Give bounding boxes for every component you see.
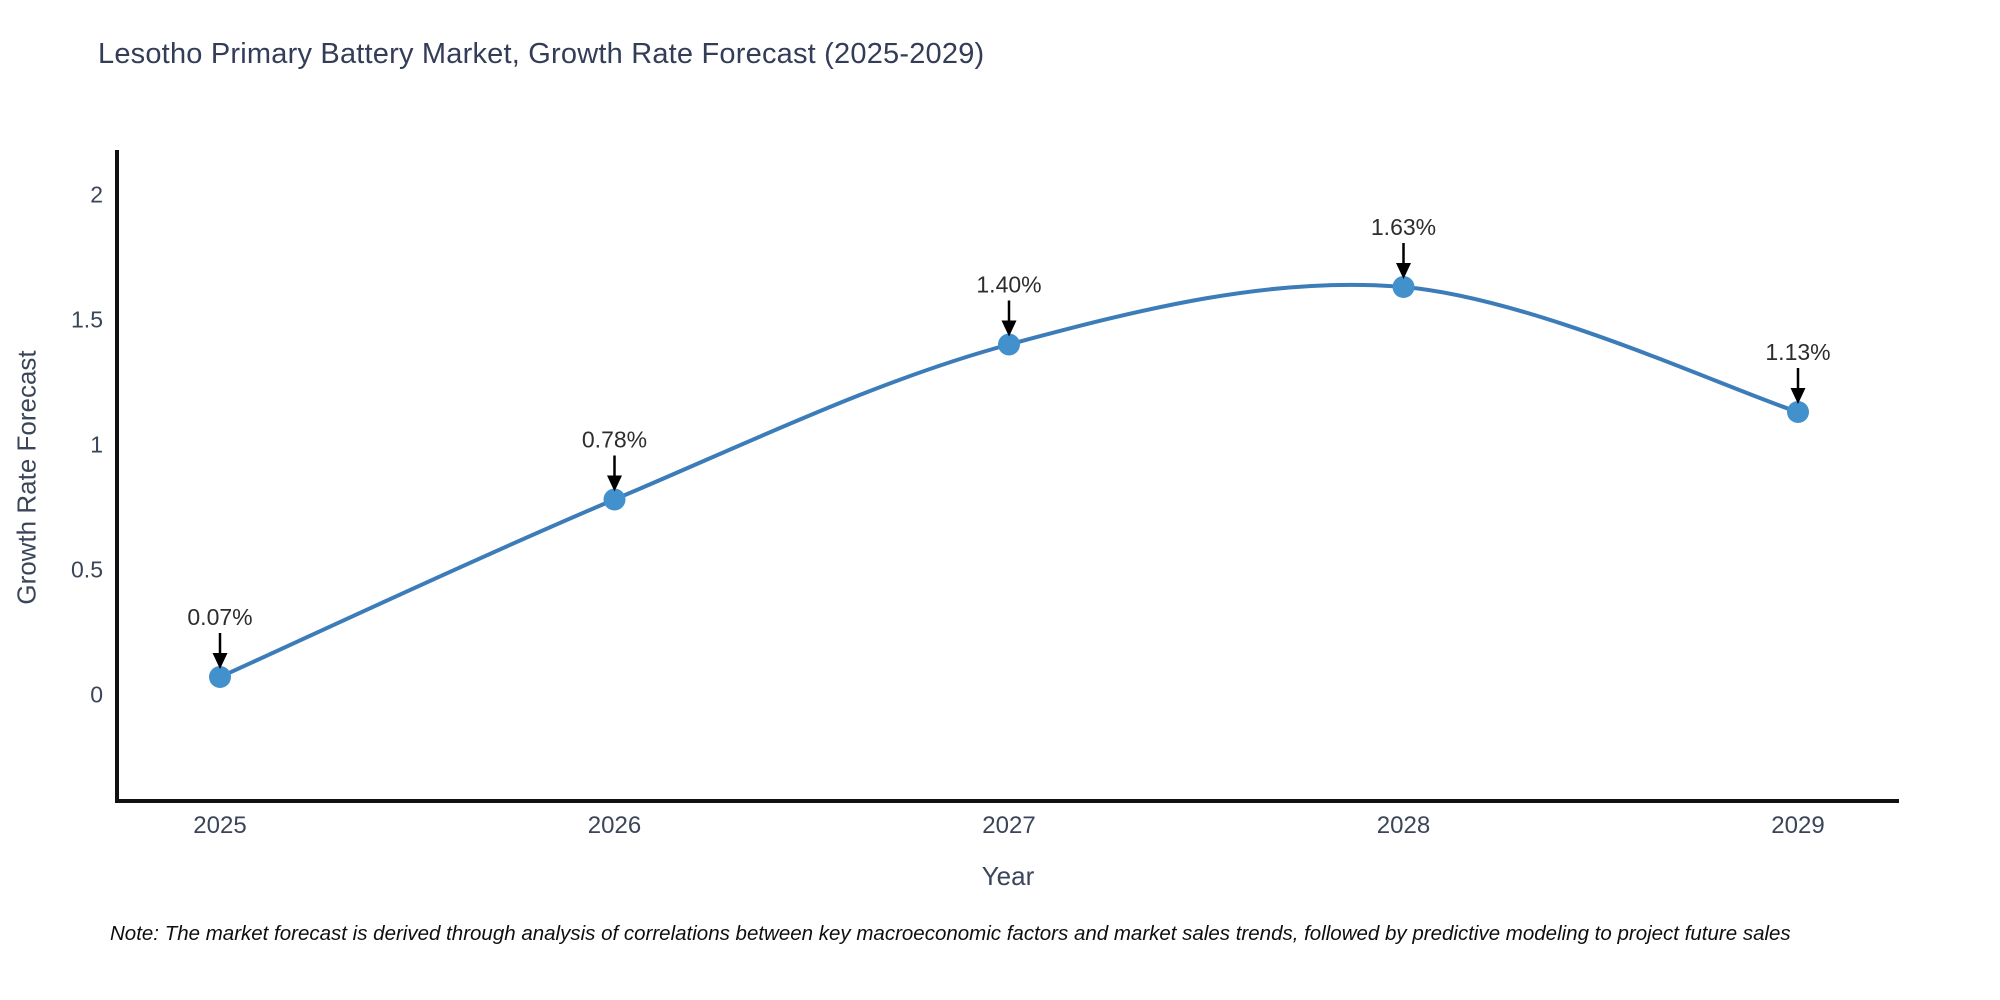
annotation-arrowhead-icon [607, 475, 622, 492]
point-value-label: 1.13% [1765, 339, 1830, 365]
data-point[interactable] [1392, 276, 1415, 298]
x-axis-spine [115, 799, 1899, 803]
chart-title: Lesotho Primary Battery Market, Growth R… [98, 38, 985, 70]
x-axis-title: Year [981, 861, 1035, 891]
x-tick-label: 2029 [1771, 812, 1824, 839]
point-value-label: 1.63% [1371, 214, 1436, 240]
point-value-label: 0.07% [187, 604, 252, 630]
y-tick-label: 0 [90, 682, 103, 708]
point-annotations: 0.07% 0.78% 1.40% 1.63% 1.13% [187, 214, 1831, 669]
annotation-arrowhead-icon [1790, 388, 1806, 404]
x-tick-label: 2026 [588, 812, 641, 839]
y-tick-label: 1.5 [71, 307, 103, 333]
data-point[interactable] [1787, 401, 1809, 423]
y-tick-label: 2 [90, 182, 103, 208]
y-tick-label: 0.5 [71, 557, 103, 583]
y-axis-title: Growth Rate Forecast [11, 350, 42, 605]
y-axis-spine [115, 150, 119, 803]
data-point[interactable] [209, 666, 231, 688]
point-value-label: 1.40% [976, 272, 1041, 298]
data-point[interactable] [998, 333, 1020, 356]
annotation-arrowhead-icon [1001, 320, 1017, 337]
y-tick-label: 1 [90, 432, 103, 458]
x-tick-label: 2027 [982, 812, 1035, 839]
annotation-arrowhead-icon [212, 653, 228, 669]
footnote: Note: The market forecast is derived thr… [110, 922, 1791, 945]
point-value-label: 0.78% [582, 427, 647, 453]
x-axis-ticks: 2025 2026 2027 2028 2029 [193, 812, 1824, 839]
x-tick-label: 2028 [1377, 812, 1430, 839]
data-points [209, 276, 1809, 688]
y-axis-ticks: 2 1.5 1 0.5 0 [71, 182, 103, 708]
x-tick-label: 2025 [193, 812, 246, 839]
data-point[interactable] [603, 488, 626, 511]
annotation-arrowhead-icon [1396, 263, 1411, 279]
